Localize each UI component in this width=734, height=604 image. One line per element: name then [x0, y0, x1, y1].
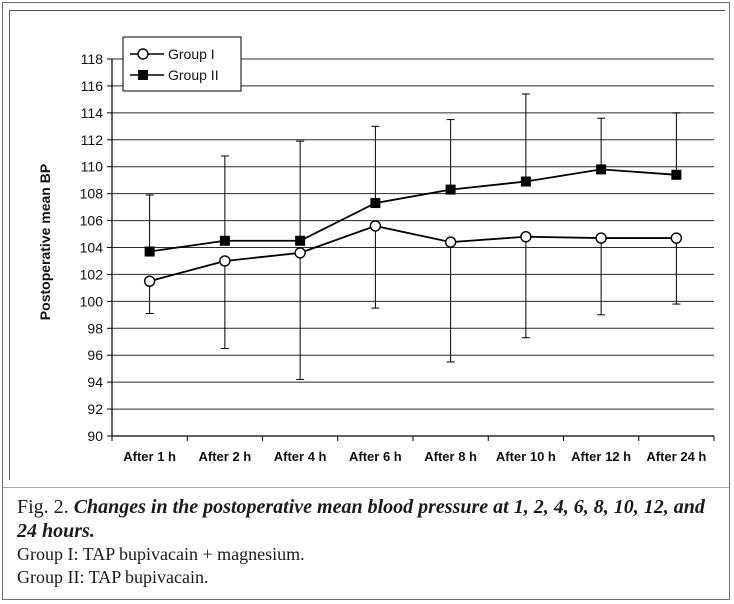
y-tick-label: 96	[87, 347, 103, 363]
y-tick-label: 92	[87, 401, 103, 417]
data-point	[219, 255, 231, 267]
data-point	[671, 169, 682, 180]
x-tick-label: After 1 h	[123, 449, 176, 464]
caption-group-1-note: Group I: TAP bupivacain + magnesium.	[17, 544, 305, 564]
series-line	[149, 168, 677, 253]
series-line	[149, 225, 677, 283]
y-axis-label: Postoperative mean BP	[37, 164, 53, 320]
y-tick-label: 104	[80, 240, 104, 256]
caption-label: Fig. 2.	[17, 496, 69, 518]
y-tick-label: 106	[80, 213, 104, 229]
y-tick-label: 116	[81, 78, 104, 94]
y-tick-label: 112	[81, 132, 104, 148]
grid-layer	[112, 58, 714, 437]
legend-label: Group II	[168, 67, 219, 83]
legend-box	[122, 36, 242, 92]
figure-caption: Fig. 2. Changes in the postoperative mea…	[17, 493, 725, 597]
data-point	[219, 235, 230, 246]
y-tick-label: 108	[80, 186, 104, 202]
data-point	[294, 247, 306, 259]
legend-marker	[138, 70, 148, 80]
x-tick-label: After 6 h	[349, 449, 402, 464]
chart-panel: 90 92 94 96 98 100 102 104 106 108 110 112 114 116 118…	[9, 10, 726, 481]
chart-background	[10, 11, 726, 481]
y-tick-label: 110	[81, 159, 104, 175]
data-point	[370, 198, 381, 209]
caption-divider	[3, 487, 729, 488]
x-tick-label: After 4 h	[274, 449, 327, 464]
caption-title-period: .	[89, 520, 95, 542]
data-point	[295, 235, 306, 246]
data-point	[595, 232, 607, 244]
data-point	[445, 184, 456, 195]
x-tick-label: After 10 h	[496, 449, 556, 464]
data-point	[596, 164, 607, 175]
y-tick-label: 102	[80, 266, 104, 282]
legend-marker	[137, 48, 149, 60]
data-point	[670, 232, 683, 244]
y-tick-label: 114	[81, 105, 104, 121]
axis-layer: 90 92 94 96 98 100 102 104 106 108 110 112 114 116 118…	[80, 51, 715, 464]
data-point	[520, 231, 532, 243]
y-tick-label: 94	[87, 374, 103, 390]
legend: Group I Group II	[122, 36, 242, 92]
legend-label: Group I	[168, 46, 215, 62]
y-tick-label: 100	[80, 293, 104, 309]
line-chart: 90 92 94 96 98 100 102 104 106 108 110 112 114 116 118…	[10, 11, 726, 481]
series-layer	[143, 164, 683, 287]
data-point	[144, 246, 155, 257]
y-tick-label: 118	[81, 51, 104, 67]
caption-main: Fig. 2. Changes in the postoperative mea…	[17, 493, 725, 543]
x-tick-label: After 12 h	[571, 449, 631, 464]
data-point	[520, 176, 531, 187]
y-tick-label: 98	[87, 320, 103, 336]
x-tick-label: After 2 h	[199, 449, 252, 464]
y-tick-label: 90	[87, 428, 103, 444]
data-point	[444, 236, 457, 248]
caption-title: Changes in the postoperative mean blood …	[17, 496, 705, 542]
data-point	[369, 220, 382, 232]
x-tick-label: After 24 h	[646, 449, 706, 464]
data-point	[143, 275, 156, 287]
caption-group-2-note: Group II: TAP bupivacain.	[17, 567, 209, 587]
x-tick-label: After 8 h	[424, 449, 477, 464]
